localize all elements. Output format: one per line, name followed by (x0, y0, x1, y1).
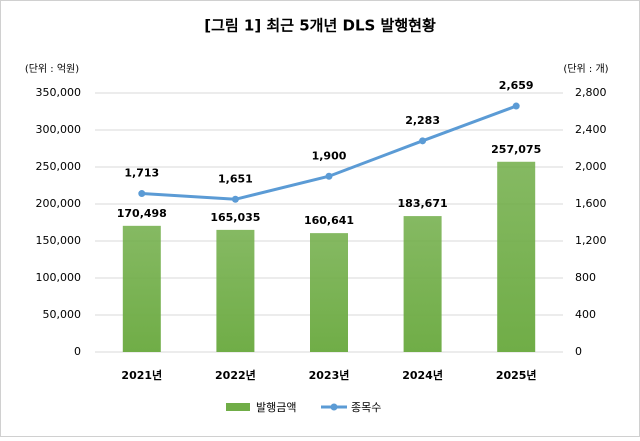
line-point (419, 137, 427, 145)
y-tick-label: 0 (74, 345, 81, 358)
bar (403, 216, 442, 352)
chart-title: [그림 1] 최근 5개년 DLS 발행현황 (204, 17, 436, 35)
x-tick-label: 2023년 (309, 368, 350, 382)
bar-value-label: 257,075 (491, 143, 541, 156)
line-value-label: 1,651 (218, 172, 253, 185)
bar-value-label: 183,671 (398, 197, 448, 210)
line-value-label: 2,659 (499, 79, 534, 92)
legend-swatch (226, 403, 250, 411)
line-point (138, 190, 146, 198)
y-tick-label: 50,000 (43, 308, 82, 321)
y-tick-label: 100,000 (36, 271, 82, 284)
legend-label: 발행금액 (256, 401, 296, 414)
bar (497, 161, 536, 352)
x-tick-label: 2021년 (121, 368, 162, 382)
x-tick-label: 2025년 (496, 368, 537, 382)
bar (216, 229, 255, 352)
x-tick-label: 2024년 (402, 368, 443, 382)
line-value-label: 1,713 (124, 167, 159, 180)
y2-tick-label: 2,800 (575, 86, 607, 99)
y-tick-label: 350,000 (36, 86, 82, 99)
y-unit: (단위 : 억원) (25, 62, 79, 75)
y-tick-label: 300,000 (36, 123, 82, 136)
legend-label: 종목수 (351, 401, 381, 414)
x-tick-label: 2022년 (215, 368, 256, 382)
y-tick-label: 200,000 (36, 197, 82, 210)
bar-value-label: 170,498 (117, 207, 167, 220)
bar (122, 225, 161, 352)
line-value-label: 1,900 (312, 149, 347, 162)
y2-tick-label: 400 (575, 308, 596, 321)
legend-swatch-point (330, 403, 338, 411)
line-value-label: 2,283 (405, 114, 440, 127)
bar (310, 233, 348, 352)
line-point (231, 195, 239, 203)
y2-unit: (단위 : 개) (563, 62, 608, 75)
line-point (325, 172, 333, 180)
y2-tick-label: 2,400 (575, 123, 607, 136)
line-point (512, 102, 520, 110)
y2-tick-label: 2,000 (575, 160, 607, 173)
y2-tick-label: 1,200 (575, 234, 607, 247)
y-tick-label: 250,000 (36, 160, 82, 173)
bar-value-label: 160,641 (304, 214, 354, 227)
y2-tick-label: 0 (575, 345, 582, 358)
y2-tick-label: 1,600 (575, 197, 607, 210)
y2-tick-label: 800 (575, 271, 596, 284)
y-tick-label: 150,000 (36, 234, 82, 247)
bar-value-label: 165,035 (210, 211, 260, 224)
